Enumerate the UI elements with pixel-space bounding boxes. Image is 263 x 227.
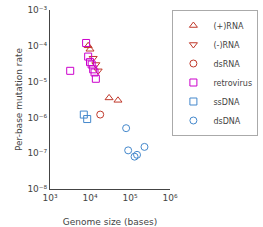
svg-text:(-)RNA: (-)RNA <box>213 41 240 50</box>
svg-text:dsDNA: dsDNA <box>213 117 240 126</box>
svg-text:10⁶: 10⁶ <box>162 193 177 203</box>
svg-text:10⁻⁷: 10⁻⁷ <box>27 148 47 158</box>
svg-text:10³: 10³ <box>42 193 57 203</box>
svg-text:(+)RNA: (+)RNA <box>213 22 243 31</box>
svg-text:10⁻⁴: 10⁻⁴ <box>27 41 47 51</box>
svg-text:dsRNA: dsRNA <box>213 60 240 69</box>
svg-text:10⁻⁸: 10⁻⁸ <box>27 184 47 194</box>
svg-text:10⁻³: 10⁻³ <box>27 5 47 15</box>
svg-text:10⁵: 10⁵ <box>122 193 137 203</box>
svg-text:Genome size (bases): Genome size (bases) <box>63 217 157 227</box>
svg-text:ssDNA: ssDNA <box>213 98 239 107</box>
svg-text:10⁴: 10⁴ <box>82 193 97 203</box>
svg-text:10⁻⁶: 10⁻⁶ <box>27 113 47 123</box>
svg-text:Per-base mutation rate: Per-base mutation rate <box>14 47 24 151</box>
svg-text:10⁻⁵: 10⁻⁵ <box>27 77 47 87</box>
svg-text:retrovirus: retrovirus <box>213 79 252 88</box>
